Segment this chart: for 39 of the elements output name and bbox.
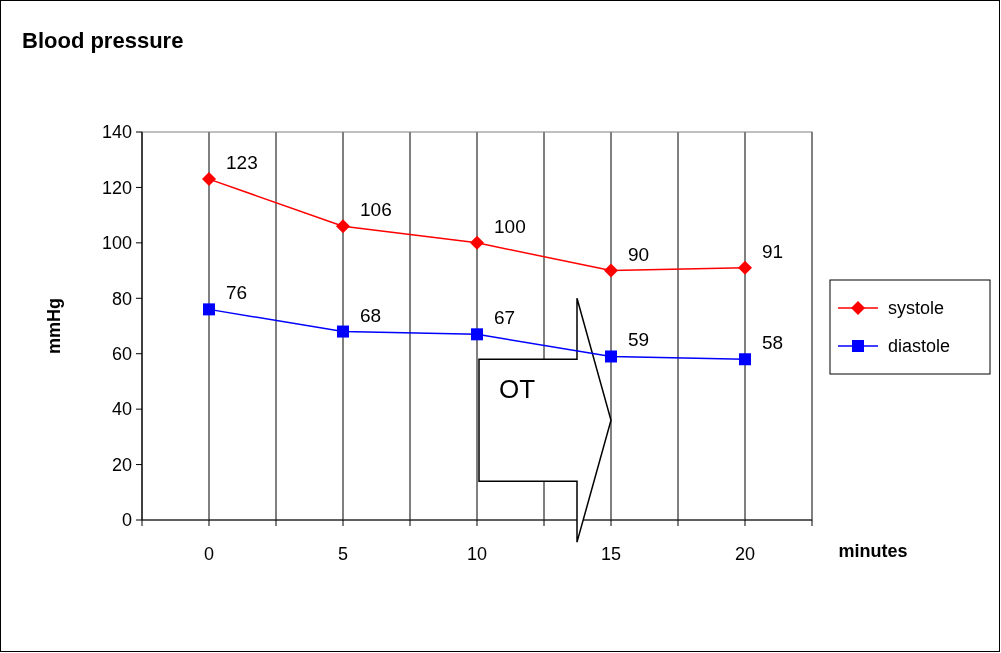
y-tick-label: 80 <box>111 288 132 309</box>
x-tick-label: 0 <box>203 544 215 564</box>
data-label: 76 <box>226 282 248 304</box>
point <box>470 235 484 250</box>
y-tick-label: 140 <box>101 122 132 143</box>
point <box>471 328 483 341</box>
y-axis-title: mmHg <box>44 297 64 355</box>
legend-label: systole <box>888 298 945 319</box>
annotation: OT <box>499 374 536 405</box>
x-tick-label: 15 <box>600 544 622 564</box>
y-tick-label: 40 <box>111 399 132 420</box>
point <box>739 353 751 366</box>
point <box>604 263 618 278</box>
point <box>605 350 617 363</box>
y-tick-label: 0 <box>121 510 132 531</box>
data-label: 90 <box>628 243 650 265</box>
point <box>337 325 349 338</box>
y-tick-label: 20 <box>111 454 132 475</box>
data-label: 67 <box>494 307 516 329</box>
point <box>202 172 216 187</box>
y-tick-label: 60 <box>111 344 132 365</box>
data-label: 100 <box>494 215 526 237</box>
data-label: 58 <box>762 332 784 354</box>
y-tick-label: 100 <box>101 233 132 254</box>
data-label: 91 <box>762 240 784 262</box>
x-axis-title: minutes <box>838 541 908 561</box>
point <box>203 303 215 316</box>
data-label: 106 <box>360 199 392 221</box>
y-tick-label: 120 <box>101 177 132 198</box>
x-tick-label: 10 <box>466 544 488 564</box>
point <box>738 260 752 275</box>
x-tick-label: 5 <box>337 544 349 564</box>
data-label: 68 <box>360 304 382 326</box>
x-tick-label: 20 <box>734 544 756 564</box>
chart-title: Blood pressure <box>22 28 184 53</box>
data-label: 59 <box>628 329 650 351</box>
data-label: 123 <box>226 152 258 174</box>
point <box>336 219 350 234</box>
legend-label: diastole <box>888 336 951 357</box>
